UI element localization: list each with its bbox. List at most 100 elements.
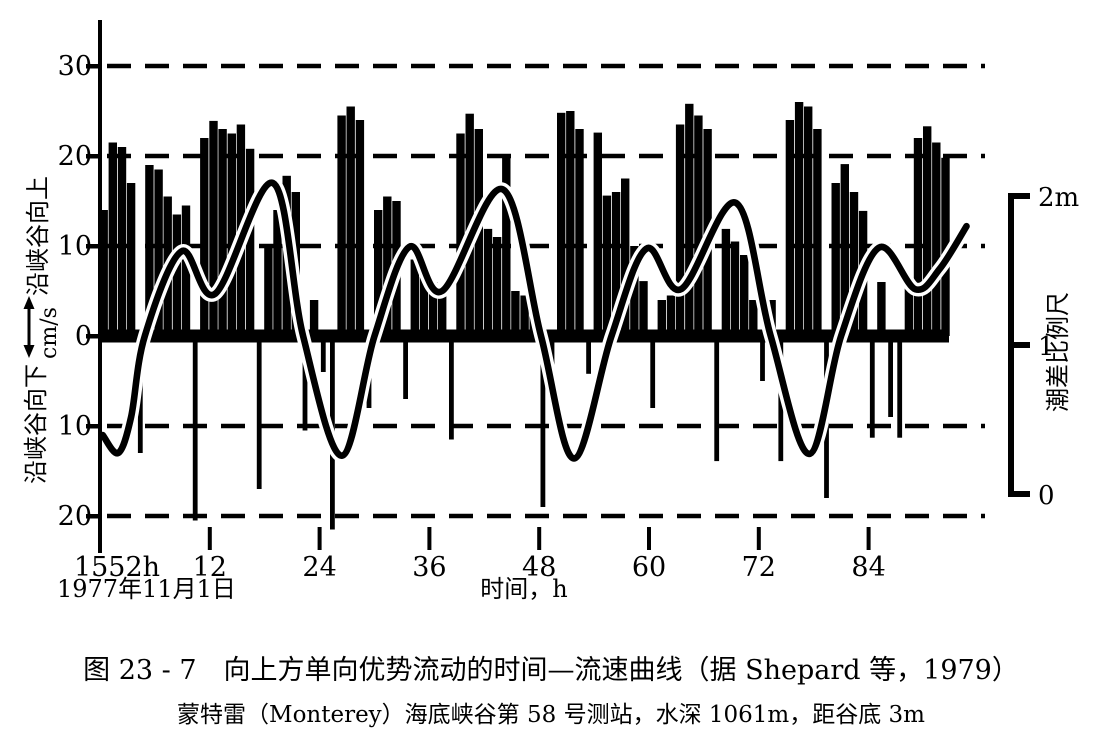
x-tick-label: 84 [851, 552, 885, 583]
velocity-bar [840, 164, 849, 336]
velocity-bar [320, 336, 326, 372]
tide-curve [99, 179, 970, 462]
velocity-bar [449, 336, 454, 440]
velocity-bar [410, 259, 419, 336]
velocity-bar [694, 115, 703, 336]
velocity-bar [804, 106, 813, 336]
x-tick-mark [98, 527, 102, 550]
velocity-bar [374, 210, 383, 336]
velocity-bar [675, 124, 685, 336]
velocity-bar [337, 115, 346, 336]
velocity-bar [785, 120, 795, 336]
velocity-bar [650, 336, 656, 408]
velocity-bar [888, 336, 893, 417]
velocity-bar [593, 132, 602, 336]
velocity-bar [117, 147, 127, 336]
y-axis-up-canyon-label: 沿峡谷向上 [24, 176, 52, 296]
velocity-bar [511, 291, 520, 336]
velocity-bar [245, 148, 255, 336]
velocity-bar [621, 178, 630, 336]
velocity-bar [456, 133, 465, 336]
x-tick-label: 12 [193, 552, 227, 583]
velocity-bar [721, 228, 731, 336]
velocity-bar [438, 291, 447, 336]
y-tick-label: 20 [58, 141, 92, 172]
velocity-bar [586, 336, 591, 374]
velocity-bar [714, 336, 720, 462]
x-tick-label: 72 [742, 552, 776, 583]
velocity-bar [181, 205, 191, 336]
tide-scale-0-label: 0 [1038, 481, 1055, 511]
velocity-bar [932, 142, 941, 336]
tide-scale-1-label: 1 [1038, 332, 1055, 362]
velocity-bar [540, 336, 546, 507]
tide-scale-2m-label: 2m [1038, 183, 1079, 213]
y-tick-mark [86, 514, 100, 519]
velocity-bar [849, 192, 859, 336]
x-axis-title: 时间，h [480, 575, 567, 603]
y-axis-units-label: cm/s [37, 307, 62, 359]
velocity-bar [611, 192, 621, 336]
velocity-bar [355, 120, 365, 336]
velocity-bar [575, 129, 584, 336]
x-tick-label: 60 [632, 552, 666, 583]
x-tick-mark [427, 527, 432, 550]
x-tick-mark [866, 527, 871, 550]
x-axis-date-label: 1977年11月1日 [57, 575, 236, 603]
velocity-bar [520, 295, 529, 336]
x-tick-mark [207, 527, 212, 550]
x-axis-ticks: 1552h 12 24 36 48 60 72 84 [74, 527, 886, 583]
velocity-bar [302, 336, 308, 431]
caption-line-2: 蒙特雷（Monterey）海底峡谷第 58 号测站，水深 1061m，距谷底 3… [177, 702, 925, 728]
x-tick-label: 48 [522, 552, 556, 583]
y-tick-mark [86, 244, 100, 249]
direction-arrow-icon [23, 296, 35, 358]
velocity-bar [657, 300, 666, 336]
velocity-bar [483, 228, 493, 336]
velocity-bar [566, 111, 575, 336]
velocity-bar [869, 336, 875, 438]
x-tick-mark [756, 527, 761, 550]
velocity-bar [813, 129, 822, 336]
velocity-bar [502, 156, 511, 336]
y-axis-line [98, 20, 102, 553]
y-tick-label: 20 [58, 501, 92, 532]
y-tick-label: 0 [75, 321, 92, 352]
y-tick-mark [86, 424, 100, 429]
velocity-bar [256, 336, 262, 489]
y-tick-label: 10 [58, 411, 92, 442]
velocity-bar [108, 142, 117, 336]
velocity-bar [209, 120, 218, 337]
velocity-bar [403, 336, 408, 399]
x-tick-label: 1552h [74, 552, 160, 583]
velocity-bar [99, 210, 108, 336]
velocity-bar [877, 282, 886, 336]
velocity-bar [383, 196, 392, 336]
velocity-bar [897, 336, 903, 438]
velocity-bar [639, 281, 648, 336]
velocity-bar [200, 138, 209, 336]
velocity-bar [557, 112, 566, 336]
velocity-bar [685, 103, 694, 336]
y-tick-label: 30 [58, 51, 92, 82]
y-axis-ticks: 30 20 10 0 10 20 [58, 51, 100, 532]
x-tick-mark [647, 527, 651, 550]
velocity-bar [760, 336, 765, 381]
velocity-bar [730, 241, 740, 336]
velocity-bar [309, 300, 319, 336]
velocity-bar [794, 102, 804, 336]
tide-scale-title: 潮差比例尺 [1044, 292, 1072, 412]
x-tick-mark [317, 527, 322, 550]
velocity-bar [273, 210, 282, 336]
velocity-bar [831, 183, 840, 336]
tidal-range-scale: 2m 1 0 潮差比例尺 [1008, 183, 1079, 511]
velocity-bar [428, 282, 438, 336]
y-tick-mark [86, 64, 100, 69]
zero-line [100, 329, 949, 343]
velocity-bar [264, 246, 273, 336]
y-tick-mark [86, 334, 100, 339]
velocity-bar [602, 195, 612, 336]
velocity-bar [923, 126, 932, 336]
